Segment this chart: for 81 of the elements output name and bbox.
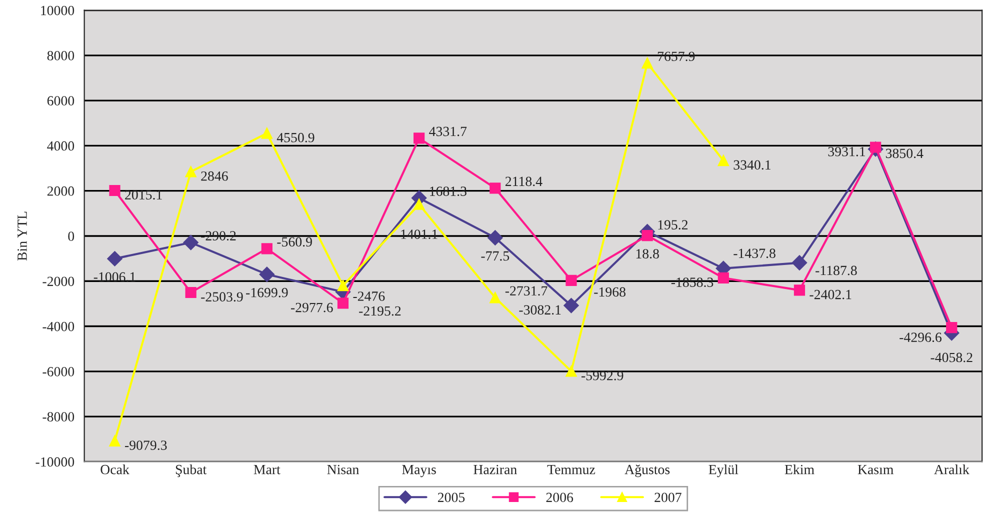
point (337, 280, 349, 292)
data-label: -2402.1 (810, 290, 852, 300)
x-tick-label: Ağustos (624, 464, 670, 478)
point (564, 298, 579, 314)
data-label: 2846 (201, 171, 228, 181)
data-label: -77.5 (481, 251, 510, 261)
data-label: -9079.3 (124, 440, 167, 450)
y-tick-label: 10000 (41, 6, 74, 16)
data-label: 2015.1 (125, 190, 162, 200)
point (490, 292, 501, 304)
data-label: 4550.9 (276, 132, 314, 142)
point (109, 435, 120, 446)
y-tick-label: 8000 (47, 50, 74, 60)
point (718, 155, 729, 166)
data-label: -4296.6 (900, 332, 942, 342)
x-tick-label: Mart (254, 465, 280, 474)
x-tick-label: Temmuz (547, 465, 596, 474)
point (261, 243, 272, 254)
data-label: -4058.2 (930, 352, 972, 362)
point (185, 286, 196, 298)
y-tick-label: 6000 (47, 96, 74, 106)
data-label: 3850.4 (886, 148, 924, 158)
data-label: 3931.1 (828, 146, 866, 156)
point (642, 58, 653, 69)
legend-label: 2007 (654, 492, 682, 502)
data-label: 18.8 (636, 249, 659, 259)
x-tick-label: Eylül (708, 464, 738, 478)
point (107, 251, 122, 266)
point (259, 266, 274, 282)
point (566, 274, 577, 286)
legend-label: 2005 (438, 492, 465, 502)
x-tick-label: Mayıs (402, 464, 436, 478)
point (566, 366, 577, 377)
data-label: 4331.7 (429, 126, 467, 136)
x-tick-label: Aralık (934, 464, 970, 474)
data-label: -2977.6 (290, 302, 333, 312)
data-label: -2476 (353, 292, 385, 301)
point (488, 230, 503, 246)
point (414, 132, 425, 144)
point (337, 298, 349, 309)
y-axis-title: Bin YTL (18, 212, 27, 261)
data-label: -560.9 (277, 237, 312, 247)
point (642, 230, 653, 242)
data-label: -1699.9 (246, 288, 288, 298)
y-tick-label: -8000 (42, 412, 74, 422)
legend-label: 2006 (546, 492, 574, 502)
x-tick-label: Nisan (327, 464, 359, 474)
point (718, 272, 729, 284)
data-label: 3340.1 (734, 160, 770, 170)
data-label: -1187.8 (816, 266, 857, 276)
y-tick-label: 2000 (47, 186, 74, 196)
point (109, 184, 120, 196)
y-tick-label: -10000 (36, 457, 74, 467)
data-label: -2731.7 (505, 286, 548, 296)
point (261, 128, 272, 139)
data-label: 2118.4 (505, 176, 542, 186)
point (792, 255, 808, 270)
point (946, 322, 958, 334)
point (490, 182, 501, 194)
data-label: -1006.1 (94, 272, 136, 282)
point (183, 234, 198, 250)
y-tick-label: 4000 (47, 141, 74, 151)
point (794, 284, 806, 296)
x-tick-label: Haziran (474, 464, 517, 474)
point (185, 166, 196, 178)
data-label: -5992.9 (581, 370, 624, 380)
x-tick-label: Kasım (858, 465, 894, 474)
y-tick-label: 0 (68, 232, 74, 241)
data-label: -2195.2 (359, 306, 401, 316)
y-tick-label: -6000 (42, 366, 74, 376)
data-label: -2503.9 (201, 292, 243, 302)
data-label: -1968 (594, 287, 626, 297)
data-label: -3082.1 (519, 305, 561, 315)
data-label: -1437.8 (734, 248, 776, 258)
data-label: 195.2 (658, 220, 688, 230)
x-tick-label: Ekim (784, 464, 814, 474)
x-tick-label: Şubat (176, 464, 207, 478)
point (414, 198, 425, 210)
y-tick-label: -2000 (42, 276, 74, 286)
y-tick-label: -4000 (42, 322, 74, 332)
x-tick-label: Ocak (100, 464, 130, 474)
